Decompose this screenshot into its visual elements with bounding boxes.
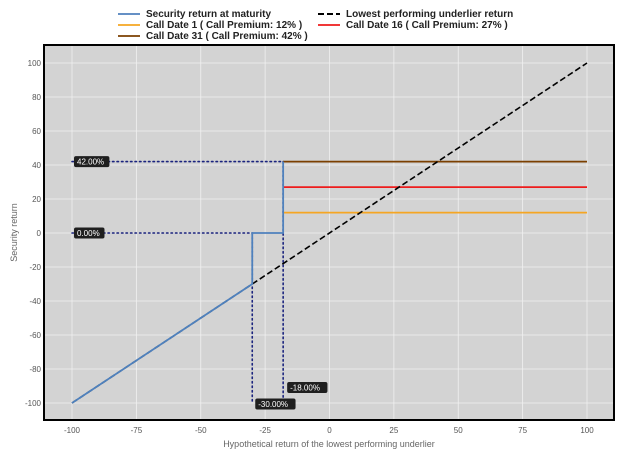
y-tick-label: -40 xyxy=(29,297,41,306)
y-tick-label: -60 xyxy=(29,331,41,340)
y-tick-label: 0 xyxy=(37,229,42,238)
x-tick-label: 75 xyxy=(518,426,527,435)
legend-label: Call Date 16 ( Call Premium: 27% ) xyxy=(346,20,508,31)
series-lines xyxy=(71,62,588,404)
x-tick-label: 25 xyxy=(389,426,398,435)
x-axis-ticks: -100 -75 -50 -25 0 25 50 75 100 xyxy=(64,426,594,435)
callout-label: 0.00% xyxy=(77,229,100,238)
callout-label: -18.00% xyxy=(290,383,320,392)
legend-label: Security return at maturity xyxy=(146,9,271,20)
y-axis-ticks: 100 80 60 40 20 0 -20 -40 -60 -80 -100 xyxy=(25,59,42,408)
y-tick-label: 40 xyxy=(32,161,41,170)
y-tick-label: -100 xyxy=(25,399,42,408)
value-callouts: 42.00% 0.00% -30.00%-18.00% xyxy=(74,156,328,410)
callout-box xyxy=(287,382,328,393)
y-tick-label: -80 xyxy=(29,365,41,374)
x-tick-label: 0 xyxy=(327,426,332,435)
x-tick-label: 50 xyxy=(454,426,463,435)
x-tick-label: -100 xyxy=(64,426,81,435)
y-axis-title: Security return xyxy=(9,203,19,262)
series-line-0 xyxy=(71,161,285,404)
callout-box xyxy=(74,156,110,168)
y-tick-label: -20 xyxy=(29,263,41,272)
legend-label: Lowest performing underlier return xyxy=(346,9,513,20)
y-tick-label: 80 xyxy=(32,93,41,102)
callout-box xyxy=(74,227,105,239)
callout-label: -30.00% xyxy=(258,400,288,409)
callout-label: 42.00% xyxy=(77,157,104,166)
legend: Security return at maturity Lowest perfor… xyxy=(118,9,513,42)
legend-label: Call Date 31 ( Call Premium: 42% ) xyxy=(146,31,308,42)
legend-label: Call Date 1 ( Call Premium: 12% ) xyxy=(146,20,302,31)
y-tick-label: 20 xyxy=(32,195,41,204)
x-axis-title: Hypothetical return of the lowest perfor… xyxy=(223,439,435,449)
y-tick-label: 60 xyxy=(32,127,41,136)
x-tick-label: 100 xyxy=(580,426,594,435)
plot-frame xyxy=(43,44,615,421)
x-tick-label: -25 xyxy=(259,426,271,435)
callout-box xyxy=(255,398,296,410)
x-tick-label: -75 xyxy=(131,426,143,435)
y-tick-label: 100 xyxy=(28,59,42,68)
x-tick-label: -50 xyxy=(195,426,207,435)
